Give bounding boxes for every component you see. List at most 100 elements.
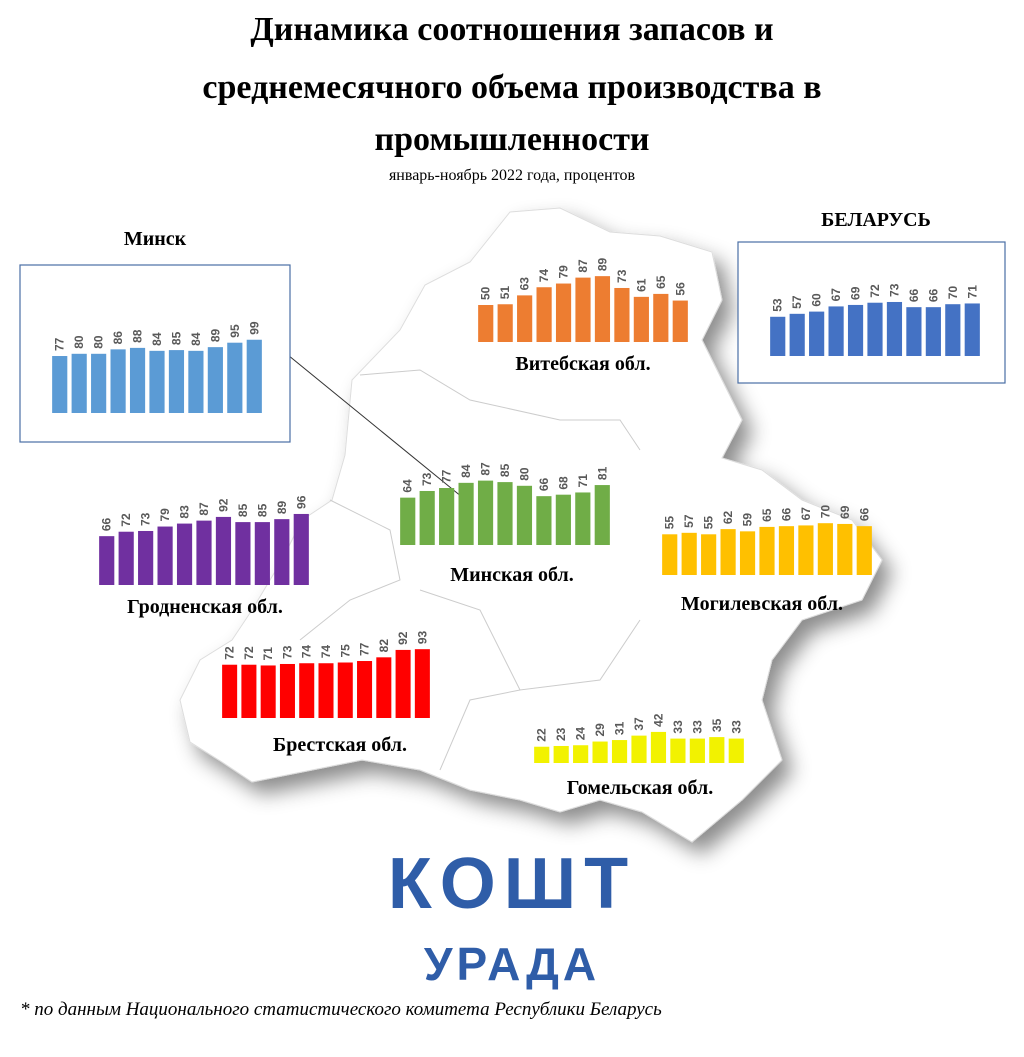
bar: [828, 306, 844, 356]
value-label: 69: [838, 505, 852, 519]
bar: [575, 277, 591, 342]
value-label: 70: [946, 286, 960, 300]
value-label: 57: [790, 295, 804, 309]
value-label: 84: [150, 332, 164, 346]
chart-title: Брестская обл.: [273, 734, 407, 756]
bar: [110, 349, 126, 413]
bar: [720, 529, 736, 575]
value-label: 33: [690, 720, 704, 734]
value-label: 89: [595, 257, 609, 271]
bar: [837, 523, 853, 575]
logo-sub: УРАДА: [424, 938, 600, 990]
value-label: 55: [663, 516, 677, 530]
bar: [789, 313, 805, 356]
bar: [778, 526, 795, 575]
value-label: 99: [247, 321, 261, 335]
value-label: 87: [479, 462, 493, 476]
bar: [157, 526, 173, 585]
bar: [653, 293, 669, 342]
value-label: 85: [255, 503, 269, 517]
value-label: 92: [216, 498, 230, 512]
bar: [728, 738, 744, 763]
value-label: 74: [319, 645, 333, 659]
value-label: 33: [671, 720, 685, 734]
connector: [271, 341, 463, 498]
value-label: 24: [574, 727, 588, 741]
bar: [592, 741, 608, 763]
bar: [906, 307, 922, 356]
value-label: 67: [829, 288, 843, 302]
bar: [91, 353, 107, 413]
bar: [770, 316, 786, 356]
value-label: 73: [887, 283, 901, 297]
value-label: 42: [651, 713, 665, 727]
bar: [631, 735, 647, 763]
bar: [414, 649, 430, 718]
value-label: 84: [459, 464, 473, 478]
bar: [809, 311, 825, 356]
value-label: 57: [682, 514, 696, 528]
value-label: 62: [721, 510, 735, 524]
value-label: 66: [926, 288, 940, 302]
bar: [594, 276, 611, 342]
value-label: 89: [208, 328, 222, 342]
value-label: 50: [479, 286, 493, 300]
bar: [215, 516, 232, 585]
bar: [575, 492, 591, 545]
value-label: 79: [557, 265, 571, 279]
value-label: 87: [576, 259, 590, 273]
value-label: 51: [498, 286, 512, 300]
value-label: 63: [518, 277, 532, 291]
bar: [856, 526, 872, 575]
value-label: 85: [498, 463, 512, 477]
bar: [477, 480, 494, 545]
bar: [817, 523, 833, 575]
value-label: 92: [396, 631, 410, 645]
bar: [196, 520, 212, 585]
value-label: 80: [92, 335, 106, 349]
bar: [235, 522, 251, 585]
logo-word: КОШТ: [388, 844, 636, 924]
bar: [293, 513, 309, 585]
value-label: 60: [810, 293, 824, 307]
bar: [662, 534, 678, 575]
value-label: 74: [537, 269, 551, 283]
value-label: 93: [415, 631, 429, 645]
bar: [419, 490, 435, 545]
bar: [400, 497, 416, 545]
value-label: 61: [634, 278, 648, 292]
bar: [129, 347, 146, 413]
value-label: 69: [849, 286, 863, 300]
bar: [318, 663, 334, 718]
bar: [925, 307, 941, 356]
bar: [681, 532, 697, 575]
value-label: 35: [710, 718, 724, 732]
bar: [633, 296, 649, 342]
value-label: 65: [654, 275, 668, 289]
bar: [759, 526, 775, 575]
bar: [188, 350, 204, 413]
bar: [227, 342, 243, 413]
bar: [478, 305, 494, 342]
subtitle: январь-ноябрь 2022 года, процентов: [389, 167, 636, 184]
value-label: 84: [189, 332, 203, 346]
bar: [254, 522, 270, 585]
value-label: 66: [779, 507, 793, 521]
bar: [650, 731, 667, 763]
bar: [357, 661, 373, 718]
value-label: 72: [868, 284, 882, 298]
value-label: 66: [857, 507, 871, 521]
chart-title: Витебская обл.: [515, 353, 650, 375]
bar: [279, 663, 295, 718]
bar: [497, 482, 513, 545]
bar: [553, 745, 569, 763]
bar: [798, 525, 814, 575]
bar: [847, 304, 864, 356]
value-label: 23: [554, 727, 568, 741]
value-label: 96: [294, 495, 308, 509]
bar: [99, 536, 115, 585]
value-label: 77: [358, 642, 372, 656]
chart-title: Минская обл.: [450, 564, 574, 586]
value-label: 74: [300, 645, 314, 659]
